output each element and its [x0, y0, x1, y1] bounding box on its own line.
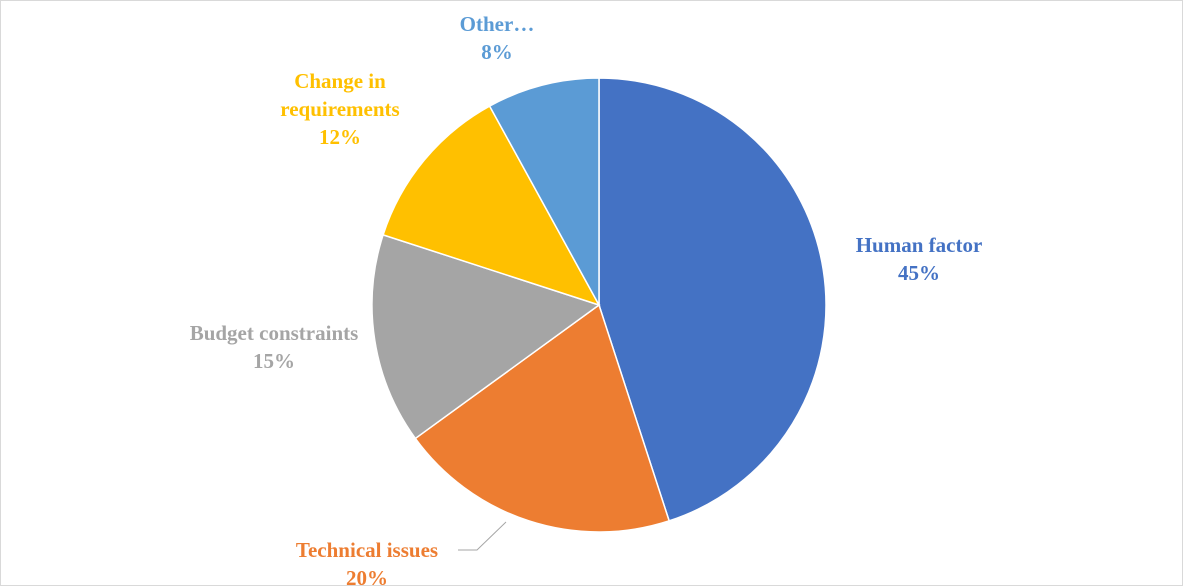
slice-percent-text: 20% — [346, 566, 388, 585]
slice-label-0: Human factor 45% — [856, 233, 983, 285]
pie-slice-2 — [371, 233, 601, 440]
slice-name-text: Other… — [460, 12, 535, 36]
slice-label-2: Budget constraints 15% — [190, 321, 359, 373]
slice-name-text: requirements — [280, 97, 399, 121]
slice-label-4: Other… 8% — [460, 12, 535, 64]
slice-label-1: Technical issues 20% — [296, 538, 438, 585]
slice-percent-text: 8% — [481, 40, 513, 64]
slice-name-text: Technical issues — [296, 538, 438, 562]
slice-percent-text: 15% — [253, 349, 295, 373]
slice-name-text: Change in — [294, 69, 386, 93]
slice-label-3: Change in requirements 12% — [280, 69, 399, 149]
pie-slice-4 — [488, 77, 600, 306]
pie-slice-3 — [382, 105, 601, 307]
slice-name-text: Human factor — [856, 233, 983, 257]
slice-percent-text: 45% — [898, 261, 940, 285]
pie-slice-1 — [414, 303, 671, 533]
pie-slice-0 — [598, 77, 827, 522]
slice-name-text: Budget constraints — [190, 321, 359, 345]
leader-line-1 — [458, 521, 507, 551]
slice-percent-text: 12% — [319, 125, 361, 149]
